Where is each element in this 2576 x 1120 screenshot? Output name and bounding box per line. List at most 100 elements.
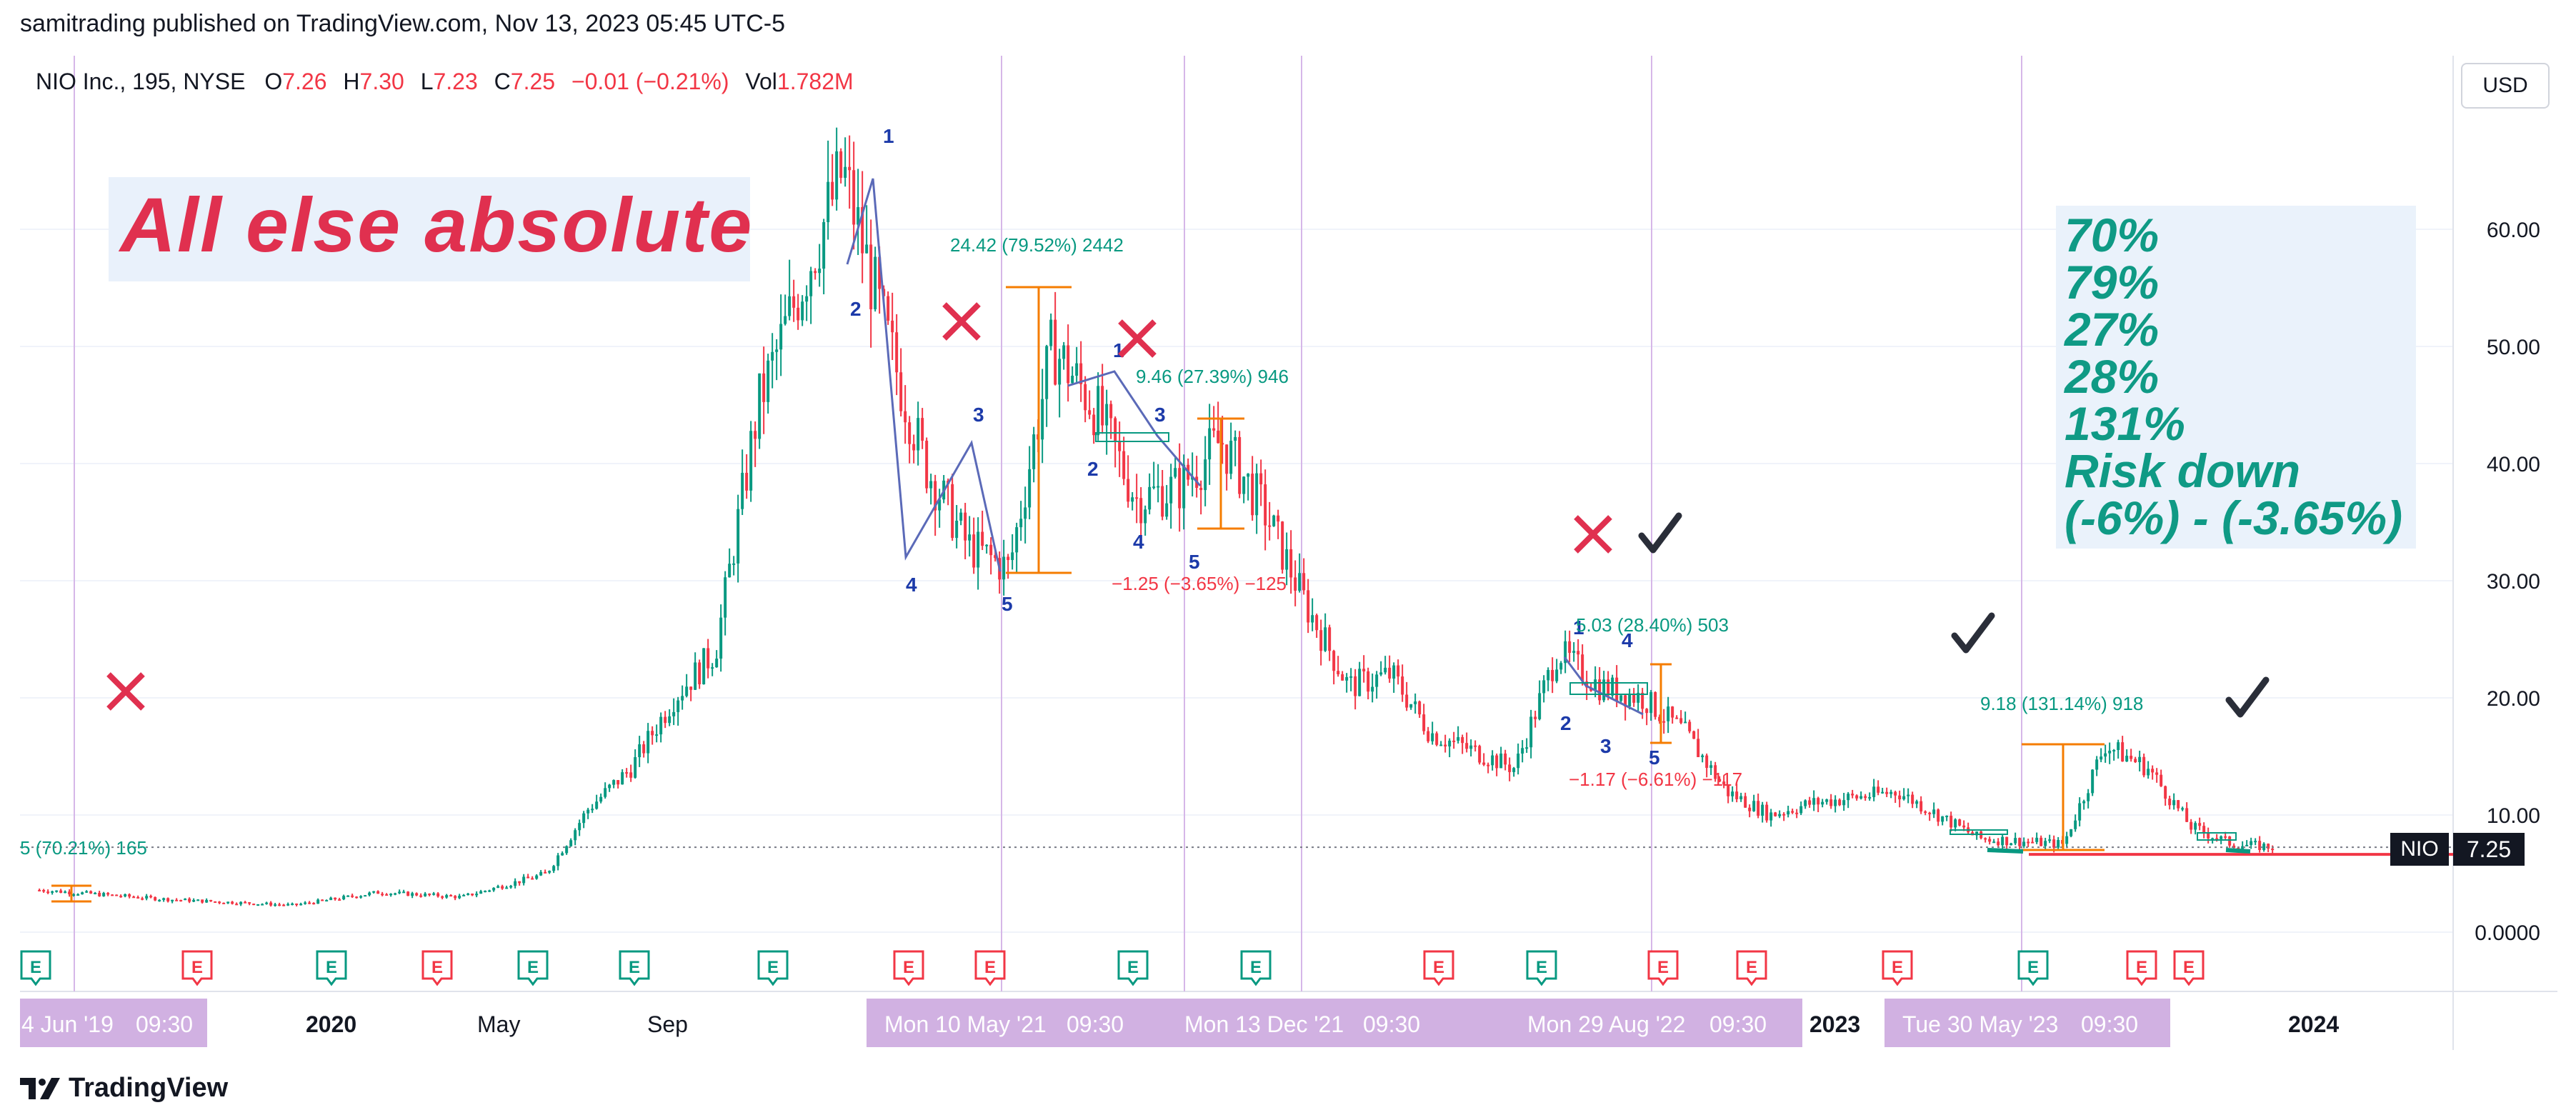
candle-body: [475, 894, 479, 896]
candle-body: [698, 662, 702, 684]
candle-body: [1889, 791, 1893, 794]
candle-body: [1885, 791, 1889, 794]
candle-body: [518, 881, 521, 884]
candle-body: [2160, 774, 2163, 786]
earnings-letter: E: [326, 958, 337, 977]
candle-body: [1581, 654, 1584, 682]
currency-button[interactable]: USD: [2461, 63, 2550, 109]
symbol-label[interactable]: NIO Inc., 195, NYSE: [36, 69, 246, 94]
candle-body: [2262, 844, 2266, 851]
candle-body: [1568, 641, 1572, 653]
earnings-marker-icon: E: [1117, 950, 1149, 986]
candle-body: [1551, 669, 1554, 681]
candle-body: [1234, 436, 1237, 441]
candle-body: [1461, 736, 1464, 744]
candle-body: [2190, 821, 2193, 830]
candle-body: [1697, 739, 1700, 757]
candle-body: [1379, 672, 1383, 675]
elliott-wave-a: [846, 178, 1002, 572]
candle-body: [2181, 808, 2185, 810]
candle-body: [1238, 436, 1242, 494]
candle-body: [1701, 755, 1704, 757]
zone-rect: [2197, 832, 2237, 841]
candle-body: [136, 896, 140, 899]
candle-body: [788, 296, 792, 316]
candle-body: [724, 577, 727, 618]
earnings-marker-icon: E: [421, 950, 453, 986]
candle-body: [479, 891, 483, 894]
candle-body: [398, 891, 401, 894]
candle-body: [647, 731, 650, 754]
earnings-letter: E: [1536, 958, 1547, 977]
check-mark-icon: [1951, 612, 1995, 654]
candle-body: [2211, 838, 2215, 840]
candle-body: [38, 889, 41, 891]
earnings-letter: E: [903, 958, 914, 977]
candle-body: [2031, 841, 2035, 844]
candle-body: [1564, 641, 1567, 664]
elliott-wave-b: [1067, 370, 1202, 486]
candle-body: [599, 796, 603, 802]
candle-body: [299, 904, 303, 906]
price-tick-label: 40.00: [2487, 453, 2540, 476]
wave-label: 3: [973, 404, 984, 426]
candle-body: [342, 896, 346, 900]
candle-body: [1902, 796, 1906, 800]
candle-body: [1637, 692, 1640, 703]
candle-body: [2155, 772, 2159, 775]
candle-body: [852, 170, 856, 225]
candle-body: [835, 151, 839, 200]
candle-body: [2001, 836, 2005, 846]
candle-body: [2232, 845, 2236, 849]
wave-label: 1: [883, 125, 894, 147]
candle-body: [2104, 753, 2107, 757]
candle-body: [1388, 667, 1392, 679]
candle-body: [1988, 839, 1992, 842]
candle-body: [711, 667, 714, 669]
candle-body: [694, 662, 697, 690]
candle-body: [1602, 679, 1606, 701]
candle-body: [1684, 721, 1687, 724]
candle-body: [2168, 799, 2172, 806]
candle-body: [1448, 740, 1452, 747]
candle-body: [1787, 811, 1790, 815]
candle-body: [171, 899, 174, 901]
candle-body: [1019, 519, 1023, 528]
candle-body: [2087, 793, 2090, 801]
candle-body: [1559, 663, 1563, 670]
candle-body: [869, 244, 873, 309]
earnings-marker-icon: E: [1423, 950, 1454, 986]
earnings-letter: E: [1746, 958, 1757, 977]
candle-body: [1045, 346, 1049, 399]
candle-body: [1679, 718, 1683, 724]
time-tick: 2023: [1809, 1011, 1861, 1037]
earnings-badge: [1647, 950, 1679, 986]
candle-body: [81, 892, 84, 894]
earnings-letter: E: [2183, 958, 2195, 977]
time-axis[interactable]: 4 Jun '19 09:30 Mon 10 May '21 09:30 Mon…: [20, 993, 2449, 1050]
candle-body: [1144, 509, 1147, 524]
earnings-letter: E: [2027, 958, 2039, 977]
candle-body: [64, 891, 67, 894]
candle-body: [1757, 801, 1760, 816]
red-cross-stroke: [1574, 515, 1612, 554]
candle-body: [604, 788, 607, 797]
candle-body: [1817, 798, 1820, 805]
candle-body: [1281, 521, 1284, 570]
close-value: 7.25: [510, 69, 556, 94]
candle-body: [1504, 753, 1507, 765]
candle-body: [1341, 674, 1344, 681]
candle-body: [1289, 549, 1293, 578]
candle-body: [385, 894, 389, 896]
check-mark-icon: [2225, 676, 2270, 718]
wave-label: 5: [1002, 593, 1013, 615]
candle-body: [72, 894, 76, 896]
red-cross-stroke: [942, 302, 981, 341]
candle-body: [1217, 430, 1220, 444]
candle-body: [779, 324, 783, 350]
stat-line: 79%: [2065, 256, 2160, 309]
candle-body: [531, 878, 534, 880]
tradingview-logo[interactable]: TradingView: [20, 1073, 228, 1104]
candle-body: [179, 899, 183, 901]
